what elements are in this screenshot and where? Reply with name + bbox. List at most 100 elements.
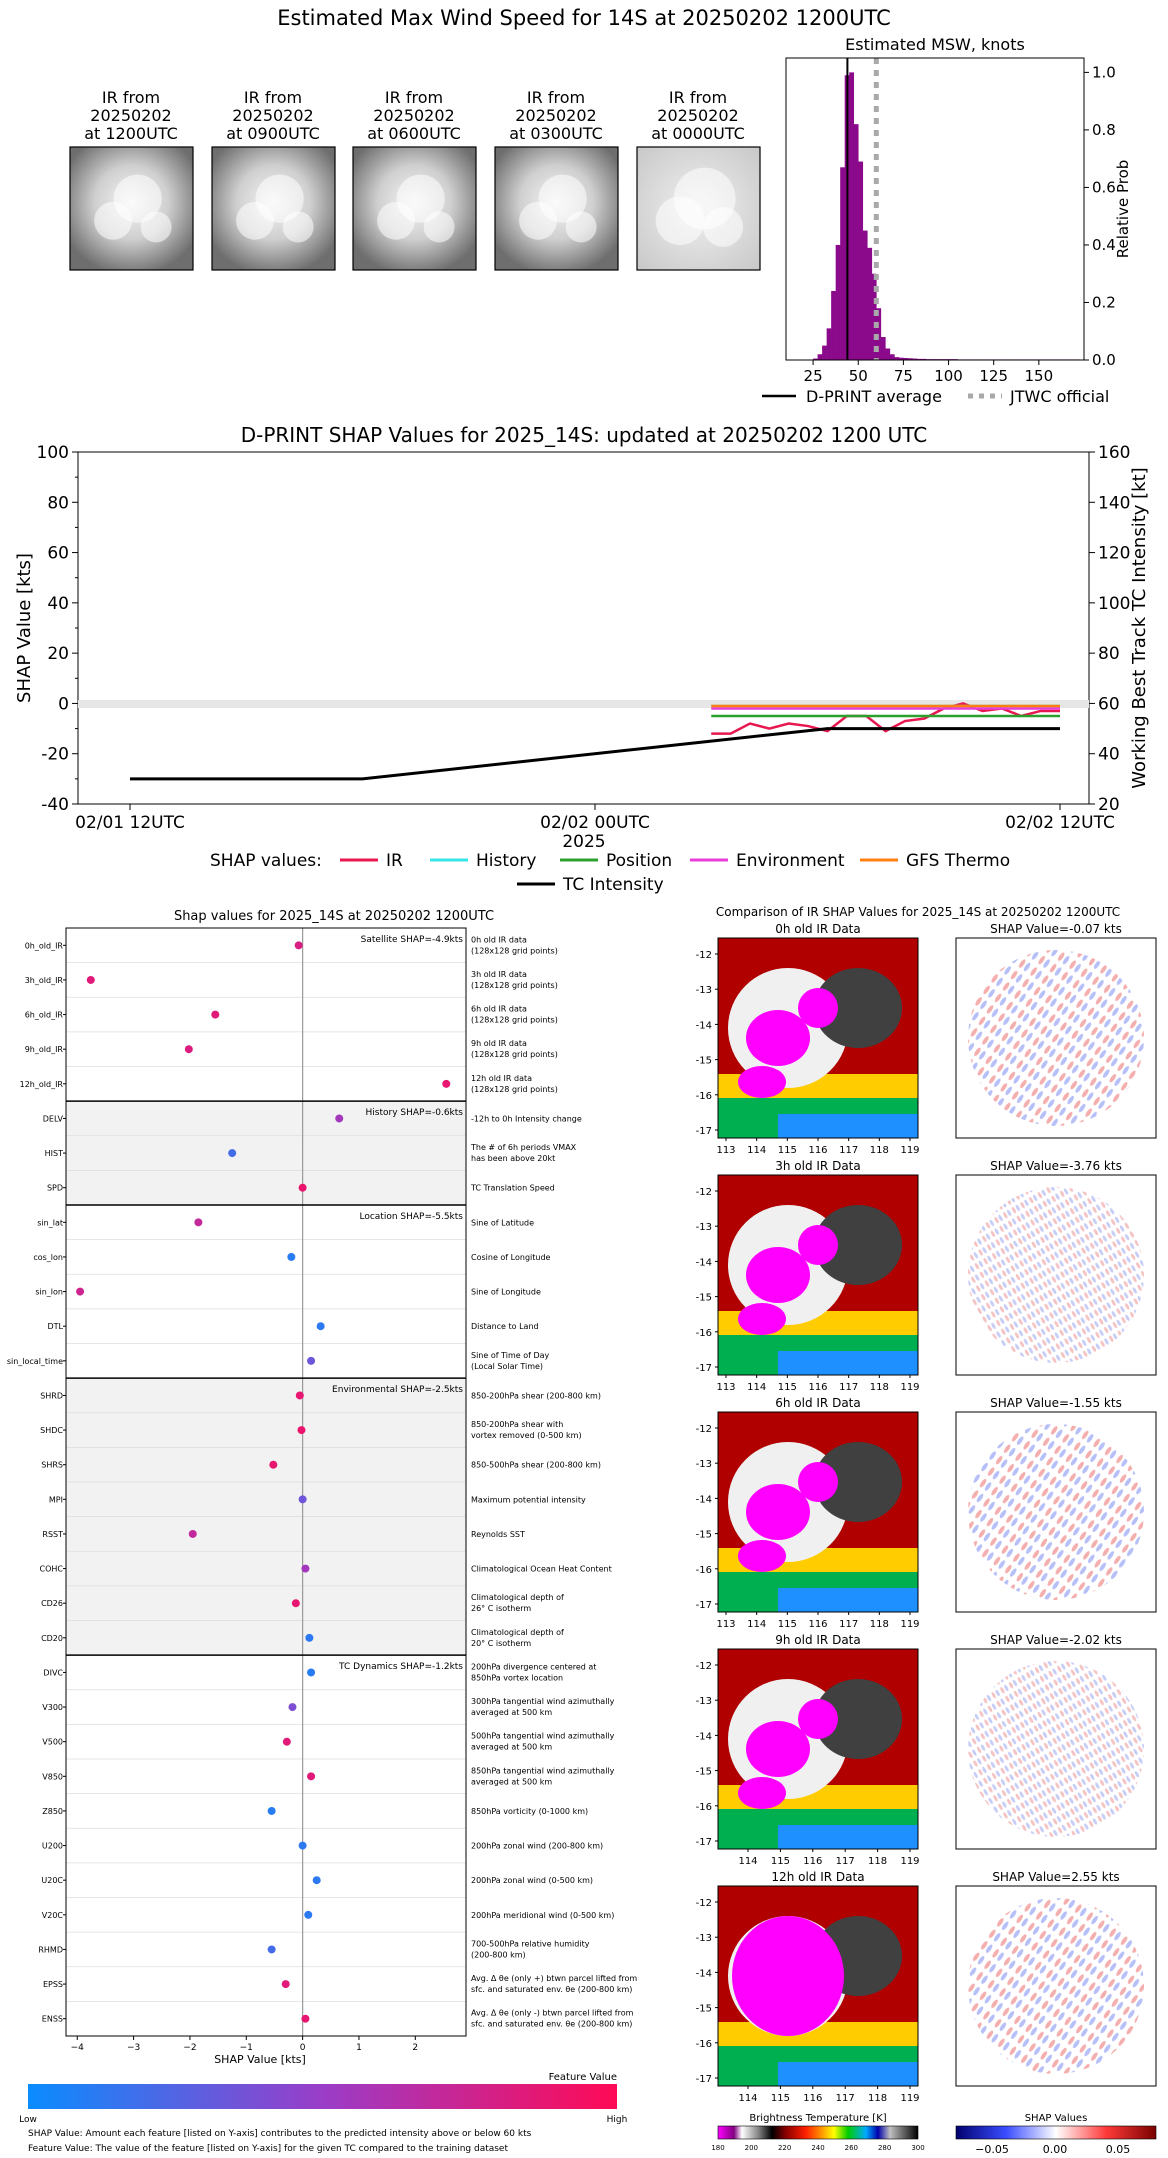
- feature-description: 200hPa meridional wind (0-500 km): [471, 1911, 614, 1920]
- shap-panel-title: SHAP Value=-3.76 kts: [990, 1159, 1122, 1173]
- feature-name: sin_lat: [37, 1218, 63, 1227]
- feature-name: 6h_old_IR: [25, 1011, 64, 1020]
- feature-description: 500hPa tangential wind azimuthally: [471, 1732, 615, 1741]
- ir-xtick: 113: [716, 1145, 735, 1156]
- ir-cold-top: [798, 1225, 838, 1265]
- feature-description: Sine of Time of Day: [471, 1351, 550, 1360]
- feature-name: CD20: [41, 1634, 63, 1643]
- feature-dot: [301, 2014, 310, 2023]
- legend-label-position: Position: [606, 851, 672, 871]
- hist-xtick: 125: [979, 367, 1008, 385]
- feature-name: DTL: [47, 1322, 63, 1331]
- cloud-texture: [655, 196, 705, 246]
- ir-xtick: 116: [803, 1856, 822, 1867]
- feature-description: 200hPa zonal wind (200-800 km): [471, 1842, 603, 1851]
- shap-panel-frame: [955, 1885, 1157, 2087]
- summary-title: Shap values for 2025_14S at 20250202 120…: [174, 909, 494, 924]
- cloud-texture: [565, 211, 597, 243]
- msw-histogram: Estimated MSW, knots 25 50 75 100 125 150 0.0 0…: [762, 35, 1132, 406]
- ir-ytick: -12: [696, 1898, 712, 1909]
- thumb-label-line1: IR from: [102, 88, 160, 107]
- hist-bar: [921, 358, 927, 360]
- feature-description: vortex removed (0-500 km): [471, 1431, 582, 1440]
- shap-ts-ytick: 100: [37, 443, 69, 463]
- summary-xtick: 0: [300, 2043, 306, 2053]
- feature-name: Z850: [42, 1807, 63, 1816]
- shap-ts-ytick: -20: [41, 745, 69, 765]
- group-label: History SHAP=-0.6kts: [366, 1108, 464, 1118]
- shap-ts-legend: SHAP values: IR History Position Environment…: [210, 851, 1010, 895]
- feature-description: 12h old IR data: [471, 1074, 532, 1083]
- feature-description: (128x128 grid points): [471, 1050, 558, 1059]
- legend-label-gfs: GFS Thermo: [906, 851, 1010, 871]
- shap-panel-frame: [955, 1174, 1157, 1376]
- cloud-texture: [519, 201, 557, 240]
- group-label: TC Dynamics SHAP=-1.2kts: [338, 1662, 463, 1672]
- summary-xlabel: SHAP Value [kts]: [214, 2053, 306, 2066]
- shap-ts-ytick: 20: [47, 644, 69, 664]
- shap-pattern: [968, 1187, 1144, 1363]
- feature-dot: [295, 1391, 304, 1400]
- shap-ts-y2tick: 160: [1098, 443, 1130, 463]
- feature-description: averaged at 500 km: [471, 1777, 552, 1786]
- shap-ts-ytick: 0: [58, 694, 69, 714]
- cloud-texture: [94, 201, 132, 240]
- feature-dot: [184, 1045, 193, 1054]
- feature-description: (Local Solar Time): [471, 1362, 543, 1371]
- hist-ytick: 0.8: [1092, 121, 1116, 139]
- ir-ytick: -16: [696, 2039, 712, 2050]
- ir-xtick: 114: [738, 2093, 757, 2104]
- ir-xtick: 118: [870, 1145, 889, 1156]
- feature-name: 9h_old_IR: [25, 1045, 64, 1054]
- ir-panel-title: 0h old IR Data: [775, 922, 861, 936]
- ir-warm-band: [778, 1114, 918, 1138]
- hist-ytick: 1.0: [1092, 63, 1116, 81]
- group-band: [66, 1205, 466, 1379]
- feature-dot: [282, 1737, 291, 1746]
- ir-xtick: 117: [839, 1382, 858, 1393]
- ir-xtick: 115: [778, 1619, 797, 1630]
- shap-tick: 0.00: [1043, 2143, 1068, 2156]
- ir-cold-top: [798, 1699, 838, 1739]
- feature-description: Reynolds SST: [471, 1530, 525, 1539]
- hist-title: Estimated MSW, knots: [845, 35, 1025, 54]
- feature-description: 850-200hPa shear with: [471, 1420, 563, 1429]
- feature-dot: [297, 1426, 306, 1435]
- summary-xtick: −3: [127, 2043, 140, 2053]
- thumb-label-line3: at 0900UTC: [226, 124, 320, 143]
- ir-ytick: -14: [696, 1968, 712, 1979]
- feature-description: Distance to Land: [471, 1322, 539, 1331]
- ir-xtick: 119: [900, 1619, 919, 1630]
- feature-dot: [211, 1010, 220, 1019]
- hist-xtick: 75: [894, 367, 913, 385]
- page-title: Estimated Max Wind Speed for 14S at 2025…: [277, 6, 891, 30]
- ir-cloud-band: [814, 1679, 902, 1759]
- feature-dot: [281, 1980, 290, 1989]
- shap-ts-y2tick: 120: [1098, 544, 1130, 564]
- hist-bar: [894, 357, 900, 360]
- feature-description: sfc. and saturated env. θe (200-800 km): [471, 1985, 632, 1994]
- feature-dot: [312, 1876, 321, 1885]
- legend-prefix: SHAP values:: [210, 851, 322, 871]
- shap-pattern: [968, 950, 1144, 1126]
- hist-bar: [849, 72, 855, 360]
- footer-note-shap: SHAP Value: Amount each feature [listed …: [28, 2129, 532, 2139]
- hist-bar: [889, 354, 895, 360]
- comparison-title: Comparison of IR SHAP Values for 2025_14…: [716, 905, 1120, 919]
- feature-name: SHDC: [40, 1426, 63, 1435]
- ir-cold-top: [738, 1303, 786, 1335]
- legend-label-ir: IR: [386, 851, 403, 871]
- bt-colorbar-title: Brightness Temperature [K]: [749, 2113, 886, 2124]
- ir-cold-top: [738, 1540, 786, 1572]
- feature-description: 850hPa tangential wind azimuthally: [471, 1766, 615, 1775]
- shap-colorbar-title: SHAP Values: [1025, 2113, 1088, 2124]
- feature-name: U20C: [41, 1876, 63, 1885]
- summary-xtick: −2: [183, 2043, 196, 2053]
- ir-xtick: 115: [778, 1145, 797, 1156]
- feature-description: Climatological Ocean Heat Content: [471, 1565, 612, 1574]
- hist-bar: [835, 244, 841, 360]
- shap-ts-ylabel: SHAP Value [kts]: [14, 553, 35, 703]
- hist-xtick: 50: [849, 367, 868, 385]
- ir-ytick: -15: [696, 1767, 712, 1778]
- ir-ytick: -16: [696, 1802, 712, 1813]
